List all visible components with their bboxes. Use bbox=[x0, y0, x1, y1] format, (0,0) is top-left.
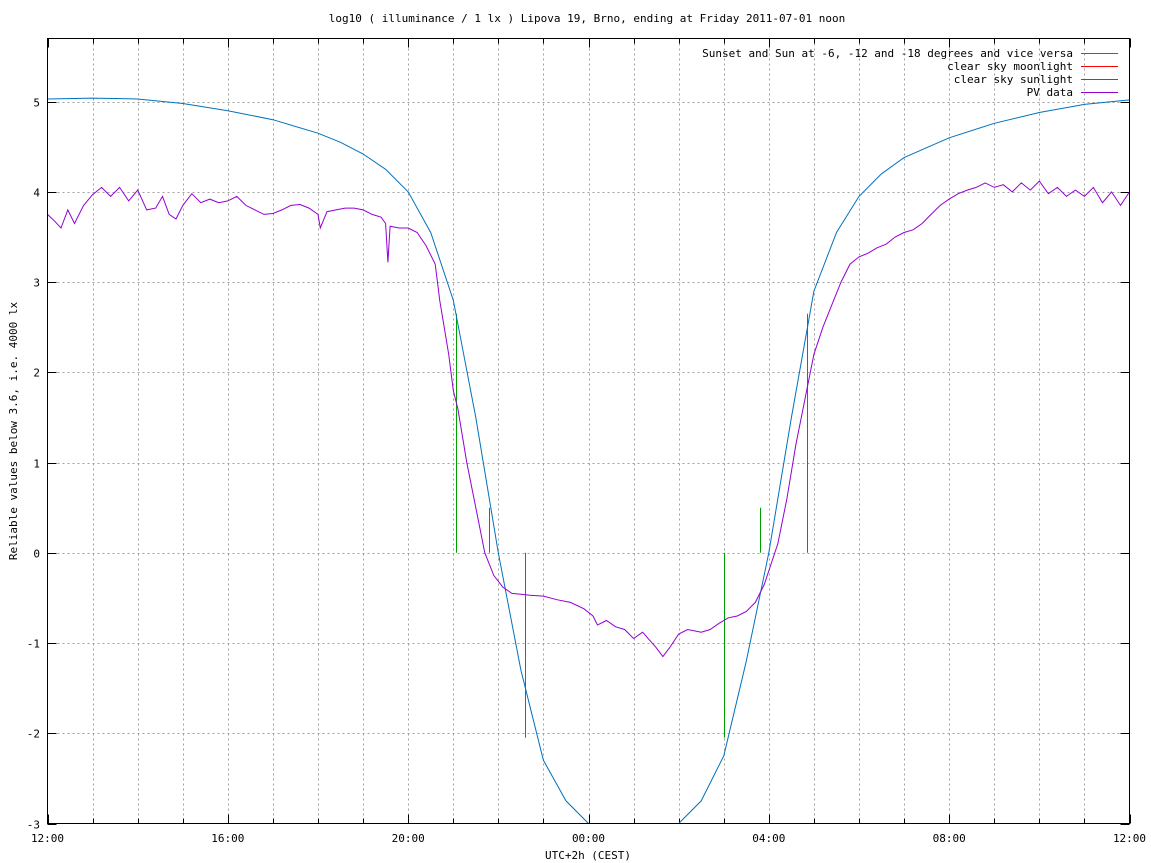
y-tick-label: 3 bbox=[33, 277, 40, 290]
x-tick-label: 12:00 bbox=[31, 832, 64, 845]
y-tick-label: 5 bbox=[33, 97, 40, 110]
y-tick-label: 4 bbox=[33, 187, 40, 200]
series-line-2 bbox=[47, 97, 1130, 824]
x-tick-labels: 12:00 16:00 20:00 00:00 04:00 08:00 12:00 bbox=[31, 832, 1146, 845]
plot-border bbox=[47, 38, 1130, 824]
x-tick-label: 04:00 bbox=[752, 832, 785, 845]
x-tick-label: 12:00 bbox=[1113, 832, 1146, 845]
legend-label: clear sky sunlight bbox=[954, 73, 1073, 86]
legend: Sunset and Sun at -6, -12 and -18 degree… bbox=[702, 47, 1118, 99]
x-tick-label: 08:00 bbox=[933, 832, 966, 845]
y-tick-label: -3 bbox=[27, 819, 40, 832]
series-layer bbox=[47, 97, 1130, 824]
y-tick-labels: -3 -2 -1 0 1 2 3 4 5 bbox=[27, 97, 41, 832]
grid bbox=[47, 38, 1130, 824]
y-tick-label: 0 bbox=[33, 548, 40, 561]
x-tick-label: 16:00 bbox=[211, 832, 244, 845]
x-axis-label: UTC+2h (CEST) bbox=[545, 849, 631, 862]
y-tick-label: 2 bbox=[33, 367, 40, 380]
x-tick-label: 20:00 bbox=[392, 832, 425, 845]
legend-label: PV data bbox=[1027, 86, 1073, 99]
axis-ticks bbox=[47, 38, 1131, 825]
series-line-3 bbox=[47, 180, 1130, 658]
x-tick-label: 00:00 bbox=[572, 832, 605, 845]
legend-label: Sunset and Sun at -6, -12 and -18 degree… bbox=[702, 47, 1073, 60]
y-tick-label: 1 bbox=[33, 458, 40, 471]
y-tick-label: -1 bbox=[27, 638, 40, 651]
y-axis-label: Reliable values below 3.6, i.e. 4000 lx bbox=[7, 301, 20, 560]
chart-title: log10 ( illuminance / 1 lx ) Lipova 19, … bbox=[329, 12, 846, 25]
y-tick-label: -2 bbox=[27, 728, 40, 741]
legend-label: clear sky moonlight bbox=[947, 60, 1073, 73]
